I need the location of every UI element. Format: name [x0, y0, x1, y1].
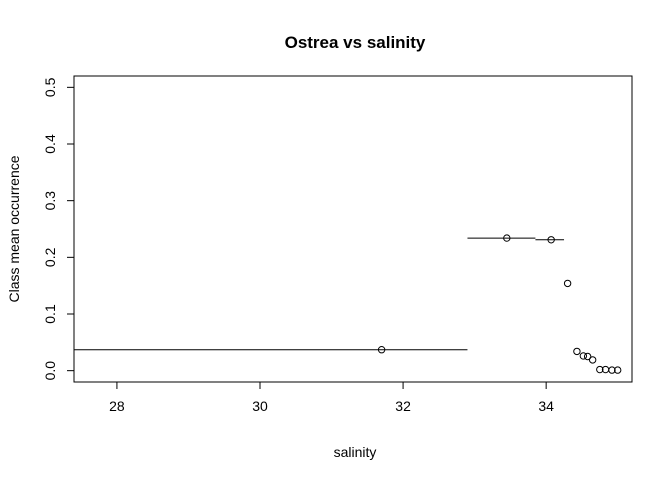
data-point-10: [608, 366, 616, 374]
y-tick-label: 0.0: [42, 361, 58, 381]
plot-frame: [73, 75, 633, 383]
data-point-11: [613, 366, 622, 374]
data-point-8: [596, 365, 604, 374]
y-tick-label: 0.4: [42, 134, 58, 154]
x-axis-label: salinity: [334, 444, 377, 460]
x-tick-label: 28: [109, 398, 125, 414]
data-point-5: [579, 352, 588, 360]
data-point-0: [377, 346, 386, 354]
data-point-4: [573, 347, 581, 356]
interval-segments: [74, 237, 565, 351]
y-tick-label: 0.5: [42, 77, 58, 97]
data-point-7: [588, 356, 597, 364]
x-tick-label: 30: [252, 398, 268, 414]
data-point-2: [547, 236, 555, 244]
y-axis: 0.0 0.1 0.2 0.3 0.4 0.5: [42, 77, 75, 381]
data-points: [377, 234, 622, 374]
x-tick-label: 32: [395, 398, 411, 414]
y-tick-label: 0.1: [42, 304, 58, 324]
data-point-6: [583, 352, 592, 361]
data-point-3: [563, 279, 572, 288]
x-axis: 28 30 32 34: [109, 381, 554, 414]
y-tick-label: 0.2: [42, 247, 58, 267]
chart-title: Ostrea vs salinity: [285, 33, 426, 52]
x-tick-label: 34: [538, 398, 554, 414]
y-tick-label: 0.3: [42, 191, 58, 211]
y-axis-label: Class mean occurrence: [6, 155, 22, 302]
data-point-1: [503, 234, 511, 242]
